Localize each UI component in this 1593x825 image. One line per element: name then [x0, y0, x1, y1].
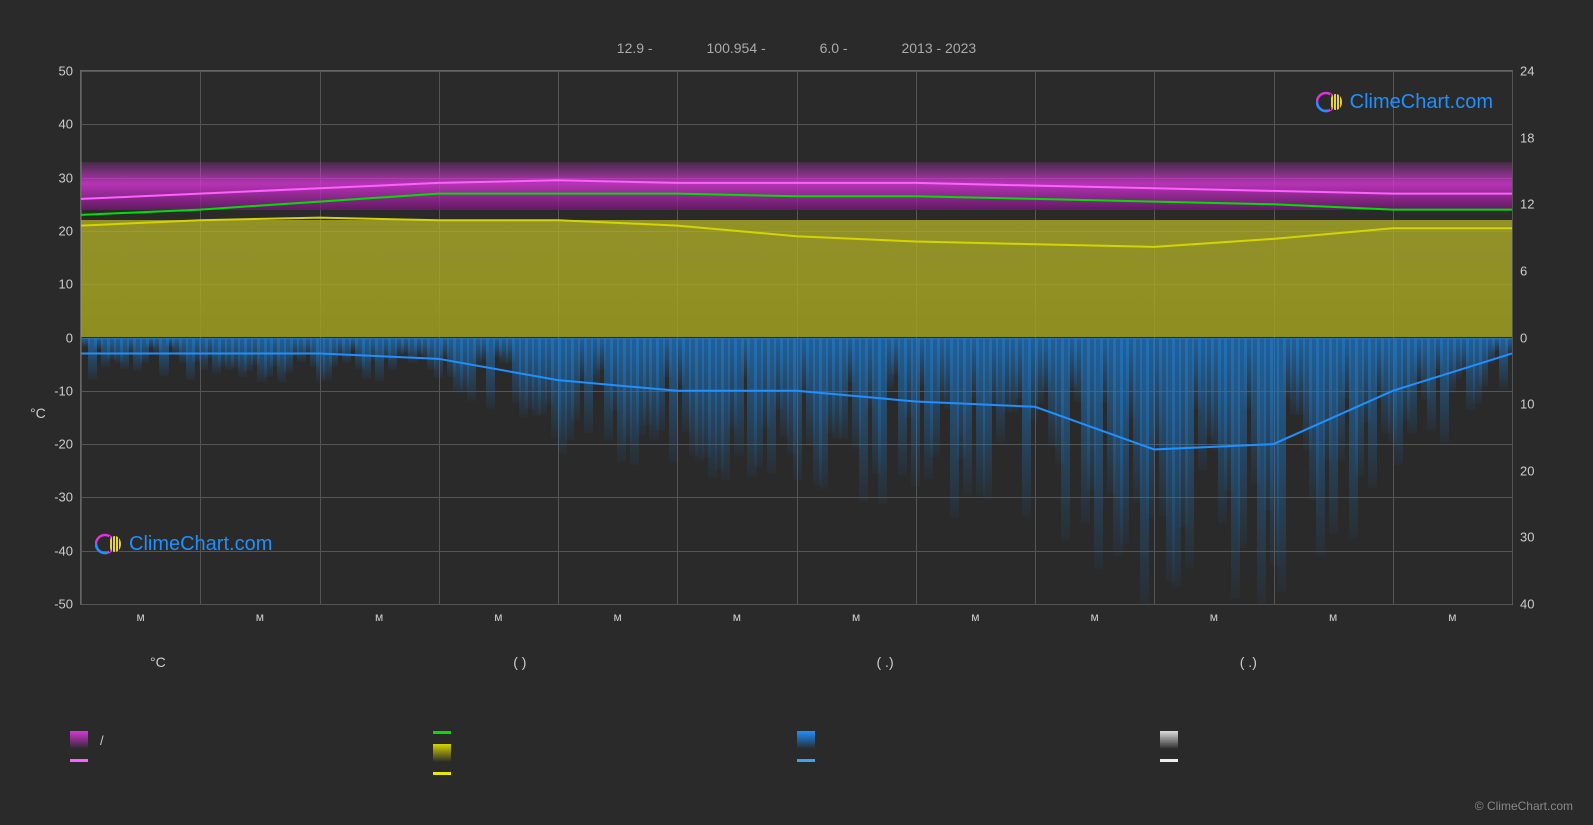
x-tick: м [1448, 610, 1456, 624]
y-tick-left: 50 [59, 64, 73, 79]
legend-item [1160, 759, 1523, 762]
legend-item [433, 772, 796, 775]
legend-item [797, 759, 1160, 762]
y-axis-left-title: °C [30, 405, 46, 421]
grid-line-h [81, 604, 1512, 605]
legend-swatch-icon [70, 731, 88, 749]
plot-area: 50403020100-10-20-30-40-5024181260102030… [80, 70, 1513, 605]
x-tick: м [1091, 610, 1099, 624]
y-tick-right: 20 [1520, 463, 1534, 478]
rain-band [81, 338, 1512, 605]
legend-line-icon [433, 731, 451, 734]
legend-item [70, 759, 433, 762]
y-tick-left: 0 [66, 330, 73, 345]
y-tick-right: 10 [1520, 397, 1534, 412]
grid-line-v [1512, 71, 1513, 604]
legend-line-icon [797, 759, 815, 762]
header-years: 2013 - 2023 [901, 40, 976, 56]
x-tick: м [1210, 610, 1218, 624]
legend-item [1160, 731, 1523, 749]
legend-line-icon [1160, 759, 1178, 762]
legend-column: / [70, 731, 433, 775]
y-tick-right: 0 [1520, 330, 1527, 345]
y-tick-left: -40 [54, 543, 73, 558]
header-alt: 6.0 - [820, 40, 848, 56]
legend-swatch-icon [433, 744, 451, 762]
legend-line-icon [70, 759, 88, 762]
y-tick-right: 40 [1520, 597, 1534, 612]
y-tick-right: 30 [1520, 530, 1534, 545]
y-tick-left: -10 [54, 383, 73, 398]
chart-header: 12.9 - 100.954 - 6.0 - 2013 - 2023 [0, 40, 1593, 56]
x-tick: м [971, 610, 979, 624]
x-tick: м [137, 610, 145, 624]
legend-item: / [70, 731, 433, 749]
y-tick-right: 12 [1520, 197, 1534, 212]
copyright: © ClimeChart.com [1475, 799, 1573, 813]
y-tick-left: 40 [59, 117, 73, 132]
sun-band [81, 220, 1512, 337]
y-tick-left: 20 [59, 223, 73, 238]
y-tick-left: 10 [59, 277, 73, 292]
y-tick-left: -20 [54, 437, 73, 452]
legend-header-item: ( .) [797, 654, 1160, 670]
legend-swatch-icon [1160, 731, 1178, 749]
temp-max-band [81, 162, 1512, 210]
x-tick: м [614, 610, 622, 624]
x-tick: м [852, 610, 860, 624]
legend-header-item: ( .) [1160, 654, 1523, 670]
legend-item [797, 731, 1160, 749]
legend-item [433, 744, 796, 762]
logo-icon [95, 530, 123, 558]
y-tick-left: -50 [54, 597, 73, 612]
legend-swatch-icon [797, 731, 815, 749]
y-tick-left: 30 [59, 170, 73, 185]
y-tick-left: -30 [54, 490, 73, 505]
legend-header-item: °C [70, 654, 433, 670]
legend-column [797, 731, 1160, 775]
legend-headers: °C( )( .)( .) [70, 654, 1523, 670]
logo-icon [1316, 88, 1344, 116]
header-lat: 12.9 - [617, 40, 653, 56]
brand-logo-top: ClimeChart.com [1316, 88, 1493, 116]
legend-label: / [100, 733, 104, 748]
brand-name: ClimeChart.com [1350, 91, 1493, 114]
y-tick-right: 18 [1520, 130, 1534, 145]
legend: / [70, 731, 1523, 775]
x-tick: м [494, 610, 502, 624]
legend-header-item: ( ) [433, 654, 796, 670]
y-tick-right: 24 [1520, 64, 1534, 79]
brand-name: ClimeChart.com [129, 533, 272, 556]
legend-column [433, 731, 796, 775]
legend-item [433, 731, 796, 734]
x-tick: м [375, 610, 383, 624]
header-lon: 100.954 - [707, 40, 766, 56]
brand-logo-mid: ClimeChart.com [95, 530, 272, 558]
x-tick: м [256, 610, 264, 624]
legend-column [1160, 731, 1523, 775]
y-tick-right: 6 [1520, 263, 1527, 278]
legend-line-icon [433, 772, 451, 775]
x-tick: м [1329, 610, 1337, 624]
x-tick: м [733, 610, 741, 624]
